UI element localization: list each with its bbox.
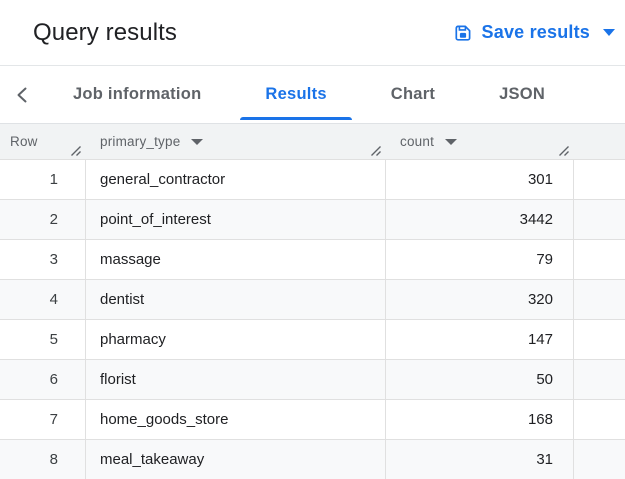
primary-type-cell: dentist (86, 280, 386, 319)
column-header-count[interactable]: count (386, 124, 574, 159)
filler-cell (574, 440, 625, 479)
column-label: primary_type (100, 134, 181, 149)
column-resize-icon[interactable] (70, 145, 83, 157)
row-number-cell: 4 (0, 280, 86, 319)
table-row: 4 dentist 320 (0, 280, 625, 320)
row-number-cell: 2 (0, 200, 86, 239)
column-header-row[interactable]: Row (0, 124, 86, 159)
count-cell: 50 (386, 360, 574, 399)
primary-type-cell: general_contractor (86, 160, 386, 199)
caret-down-icon (603, 29, 615, 36)
table-row: 7 home_goods_store 168 (0, 400, 625, 440)
primary-type-cell: home_goods_store (86, 400, 386, 439)
filler-cell (574, 400, 625, 439)
results-table: Row primary_type count 1 general_contract… (0, 124, 625, 479)
row-number-cell: 1 (0, 160, 86, 199)
filler-cell (574, 160, 625, 199)
filler-cell (574, 360, 625, 399)
filler-cell (574, 240, 625, 279)
column-label: Row (10, 134, 38, 149)
column-resize-icon[interactable] (370, 145, 383, 157)
results-tabbar: Job information Results Chart JSON (0, 66, 625, 124)
back-button[interactable] (0, 66, 46, 123)
tab-results[interactable]: Results (238, 66, 353, 123)
table-row: 2 point_of_interest 3442 (0, 200, 625, 240)
row-number-cell: 8 (0, 440, 86, 479)
count-cell: 31 (386, 440, 574, 479)
table-row: 1 general_contractor 301 (0, 160, 625, 200)
tab-label: Job information (73, 85, 202, 103)
count-cell: 79 (386, 240, 574, 279)
column-resize-icon[interactable] (558, 145, 571, 157)
row-number-cell: 5 (0, 320, 86, 359)
filler-cell (574, 200, 625, 239)
row-number-cell: 7 (0, 400, 86, 439)
count-cell: 168 (386, 400, 574, 439)
filler-cell (574, 280, 625, 319)
tab-label: Results (265, 85, 327, 103)
primary-type-cell: point_of_interest (86, 200, 386, 239)
table-row: 6 florist 50 (0, 360, 625, 400)
tab-chart[interactable]: Chart (364, 66, 462, 123)
query-results-titlebar: Query results Save results (0, 0, 625, 66)
primary-type-cell: pharmacy (86, 320, 386, 359)
table-header: Row primary_type count (0, 124, 625, 160)
page-title: Query results (33, 18, 178, 46)
row-number-cell: 6 (0, 360, 86, 399)
results-table-body: 1 general_contractor 301 2 point_of_interest… (0, 160, 625, 479)
column-header-filler (574, 124, 625, 159)
count-cell: 301 (386, 160, 574, 199)
count-cell: 3442 (386, 200, 574, 239)
table-row: 3 massage 79 (0, 240, 625, 280)
count-cell: 147 (386, 320, 574, 359)
row-number-cell: 3 (0, 240, 86, 279)
column-header-primary-type[interactable]: primary_type (86, 124, 386, 159)
caret-down-icon[interactable] (191, 138, 204, 145)
filler-cell (574, 320, 625, 359)
caret-down-icon[interactable] (445, 138, 458, 145)
table-row: 8 meal_takeaway 31 (0, 440, 625, 479)
save-results-label: Save results (481, 22, 590, 42)
primary-type-cell: massage (86, 240, 386, 279)
save-results-button[interactable]: Save results (453, 22, 615, 43)
tab-label: JSON (499, 85, 546, 103)
primary-type-cell: meal_takeaway (86, 440, 386, 479)
save-icon (453, 23, 473, 43)
count-cell: 320 (386, 280, 574, 319)
chevron-left-icon (14, 86, 32, 104)
tab-job-information[interactable]: Job information (46, 66, 228, 123)
tab-json[interactable]: JSON (472, 66, 572, 123)
tab-label: Chart (390, 85, 436, 103)
table-row: 5 pharmacy 147 (0, 320, 625, 360)
primary-type-cell: florist (86, 360, 386, 399)
column-label: count (400, 134, 435, 149)
